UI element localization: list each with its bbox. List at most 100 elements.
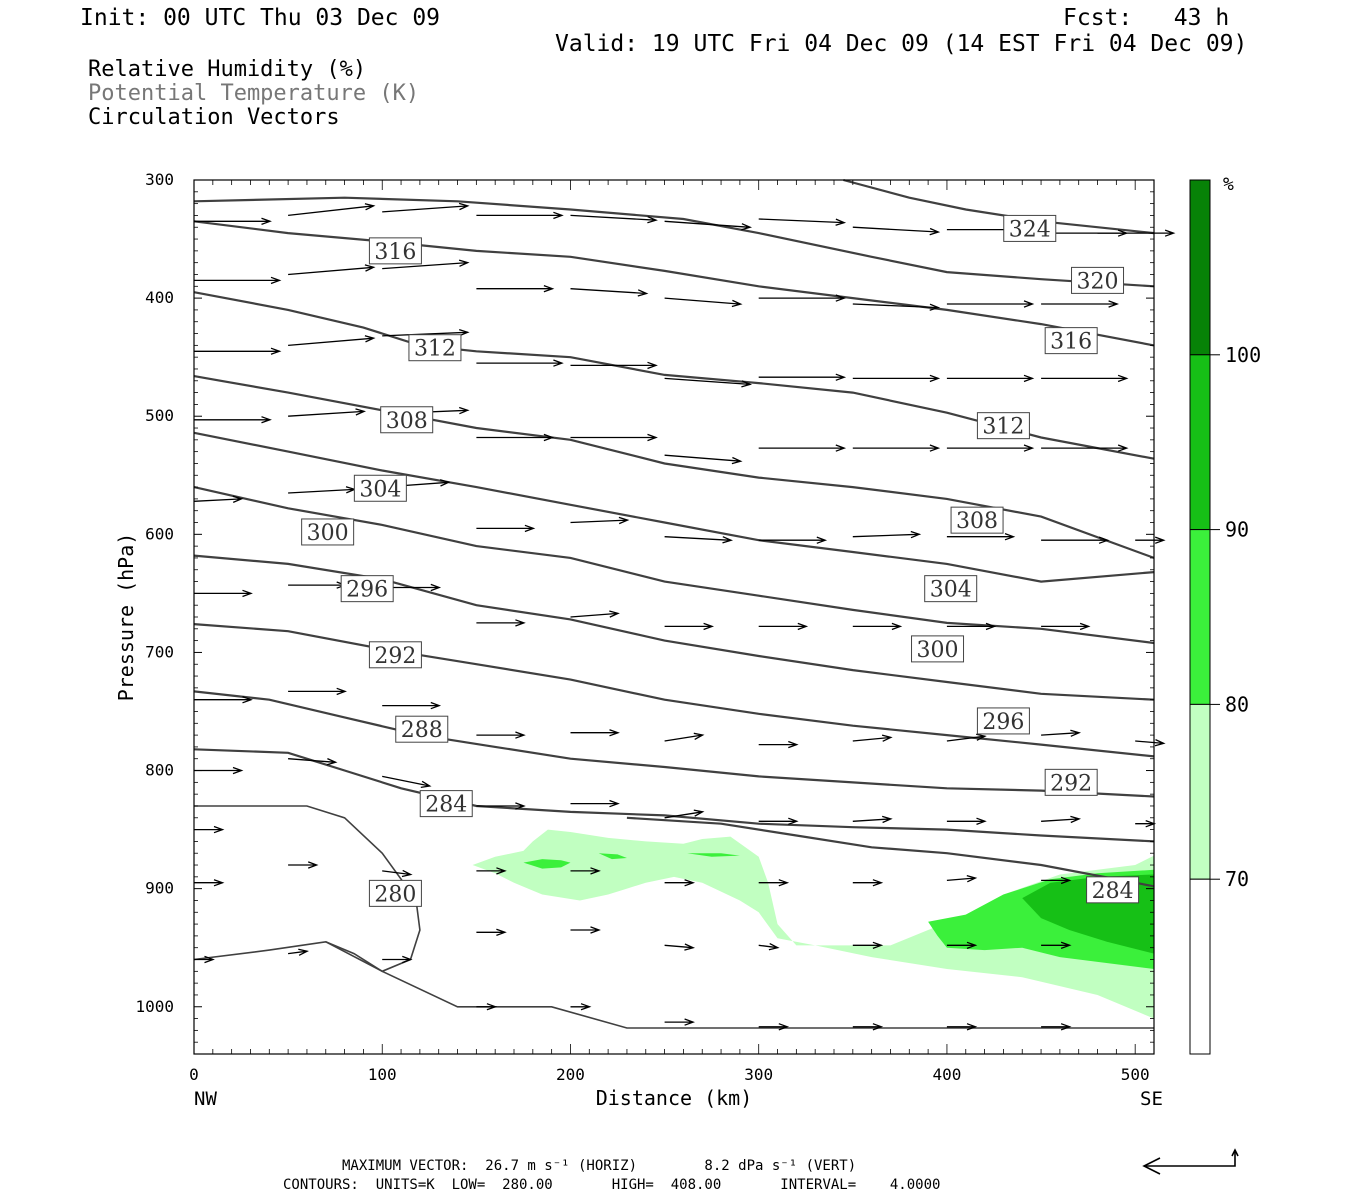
colorbar-label: 90 (1225, 518, 1249, 542)
colorbar-label: 100 (1225, 343, 1261, 367)
x-tick-label: 300 (744, 1065, 773, 1084)
contour-label-284: 284 (1092, 879, 1134, 904)
wind-vector (288, 758, 338, 766)
contour-label-312: 312 (982, 415, 1024, 440)
contour-label-316: 316 (1050, 330, 1092, 355)
wind-vector (946, 1023, 978, 1031)
contour-label-box (380, 406, 434, 434)
wind-vector (570, 433, 658, 442)
y-axis-label: Pressure (hPa) (114, 533, 138, 702)
isentrope-280 (325, 941, 1154, 1029)
wind-vector (758, 943, 780, 951)
wind-vector (194, 879, 225, 887)
x-tick-label: 100 (368, 1065, 397, 1084)
wind-vector (194, 695, 253, 704)
contour-label-box (1044, 327, 1098, 355)
colorbar-unit: % (1223, 174, 1234, 195)
wind-vector (664, 1018, 695, 1026)
contour-label-box (1003, 214, 1057, 242)
wind-vector (758, 740, 799, 749)
wind-vector (758, 817, 799, 826)
wind-vector (288, 203, 376, 217)
isentrope-304 (193, 431, 1155, 583)
y-tick-label: 600 (145, 524, 174, 543)
wind-vector (288, 581, 347, 589)
wind-vector (1135, 739, 1166, 747)
axes: 300 400 500 600 700 800 900 1000 0 100 200 300 400 50… (135, 170, 1155, 1084)
contour-label-296: 296 (346, 578, 388, 603)
y-tick-label: 900 (145, 879, 174, 898)
wind-vector (382, 869, 413, 878)
wind-vector (758, 218, 847, 226)
circulation-vectors (193, 202, 1176, 1031)
wind-vector (758, 444, 847, 452)
wind-vector (664, 879, 696, 887)
wind-vector (1041, 729, 1082, 737)
wind-vector (852, 1023, 884, 1031)
y-tick-label: 400 (145, 288, 174, 307)
wind-vector (288, 861, 319, 869)
wind-vector (1041, 374, 1129, 383)
x-right-endpoint: SE (1140, 1088, 1163, 1110)
wind-vector (1041, 1023, 1072, 1031)
wind-vector (194, 825, 225, 834)
wind-vector (570, 214, 658, 224)
init-time: Init: 00 UTC Thu 03 Dec 09 (80, 5, 441, 31)
isentrope-316 (193, 220, 1155, 347)
wind-vector (288, 335, 376, 347)
wind-vector (194, 589, 253, 598)
wind-vector (476, 867, 507, 875)
legend-vectors: Circulation Vectors (88, 105, 340, 130)
contour-label-box (1044, 768, 1098, 796)
isentrope-324 (843, 178, 1155, 235)
wind-vector (946, 300, 1035, 308)
wind-vector (288, 486, 357, 494)
colorbar-segment (1189, 354, 1211, 531)
isentrope-320 (193, 196, 1155, 288)
wind-vector (1041, 815, 1082, 824)
colorbar-segment (1189, 179, 1211, 356)
contour-label-box (368, 237, 422, 265)
wind-vector (852, 444, 941, 452)
wind-vector (852, 941, 884, 950)
contour-label-box (368, 879, 422, 907)
isentrope-292 (193, 623, 1155, 758)
x-axis-label: Distance (km) (596, 1086, 753, 1110)
y-tick-label: 500 (145, 406, 174, 425)
contour-label-292: 292 (1050, 771, 1092, 796)
wind-vector (382, 328, 470, 337)
contour-label-308: 308 (956, 509, 998, 534)
wind-vector (476, 524, 536, 533)
contour-label-box (1071, 266, 1125, 294)
wind-vector (194, 416, 272, 424)
wind-vector (476, 1003, 498, 1011)
contour-label-292: 292 (374, 644, 416, 669)
contour-label-box (419, 790, 473, 818)
x-left-endpoint: NW (194, 1088, 217, 1110)
wind-vector (1135, 819, 1157, 828)
wind-vector (570, 610, 620, 618)
contour-label-316: 316 (374, 240, 416, 265)
wind-vector (664, 536, 733, 544)
wind-vector (194, 276, 282, 285)
y-tick-label: 1000 (135, 997, 174, 1016)
wind-vector (476, 731, 526, 739)
wind-vector (570, 799, 620, 808)
wind-vector (382, 775, 432, 789)
colorbar-segment (1189, 703, 1211, 880)
contour-label-box (408, 334, 462, 362)
wind-vector (664, 732, 705, 742)
wind-vector (664, 943, 696, 951)
contour-label-284: 284 (425, 793, 467, 818)
wind-vector (382, 701, 442, 710)
wind-vector (1041, 536, 1110, 544)
contour-label-box (368, 641, 422, 669)
contour-label-300: 300 (917, 638, 959, 663)
contour-label-304: 304 (930, 578, 972, 603)
wind-vector (758, 622, 809, 631)
contour-label-box (1086, 876, 1140, 904)
contour-label-296: 296 (982, 710, 1024, 735)
isentrope-288 (193, 690, 1155, 798)
rh-shading (472, 829, 1154, 1019)
